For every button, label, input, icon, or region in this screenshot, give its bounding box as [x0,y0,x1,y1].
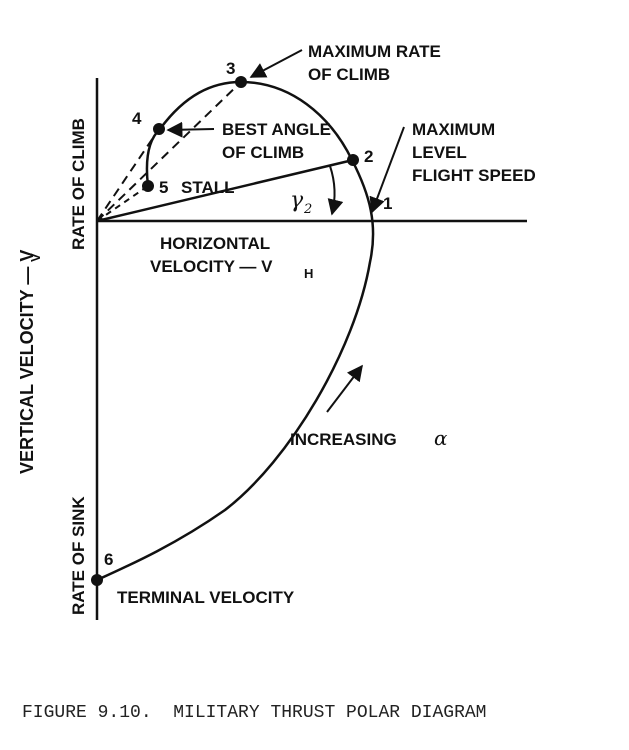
point-2-number: 2 [364,147,373,166]
gamma-symbol: γ [290,188,304,213]
point-2-marker [347,154,359,166]
vertical-velocity-title: VERTICAL VELOCITY — V [17,250,37,474]
max-level-label-line1: MAXIMUM [412,120,495,139]
increasing-alpha-label: INCREASING [290,430,397,449]
max-rate-label-line2: OF CLIMB [308,65,390,84]
max-level-label-line3: FLIGHT SPEED [412,166,536,185]
max-rate-arrow [249,49,303,78]
horizontal-velocity-line1: HORIZONTAL [160,234,270,253]
point-1-number: 1 [383,194,392,213]
gamma-angle-arc [327,165,344,216]
increasing-alpha-arrow [326,364,363,413]
alpha-symbol: α [434,426,448,450]
rate-of-climb-label: RATE OF CLIMB [69,118,88,250]
horizontal-velocity-subscript: H [304,266,313,281]
figure-caption: FIGURE 9.10. MILITARY THRUST POLAR DIAGR… [22,703,486,723]
point-4-marker [153,123,165,135]
point-6-marker [91,574,103,586]
point-3-number: 3 [226,59,235,78]
stall-label: STALL [181,178,235,197]
ray-to-point-2 [96,158,354,223]
max-level-label-line2: LEVEL [412,143,467,162]
point-4-number: 4 [132,109,142,128]
vertical-velocity-subscript: V [28,253,43,262]
ray-to-point-4 [96,128,160,222]
best-angle-arrow [166,121,215,138]
point-3-marker [235,76,247,88]
max-level-arrow [369,126,405,214]
rate-of-sink-label: RATE OF SINK [69,496,88,615]
best-angle-label-line1: BEST ANGLE [222,120,331,139]
point-6-number: 6 [104,550,113,569]
polar-curve [96,80,375,582]
point-5-marker [142,180,154,192]
point-5-number: 5 [159,178,168,197]
horizontal-velocity-line2: VELOCITY — V [150,257,273,276]
max-rate-label-line1: MAXIMUM RATE [308,42,441,61]
best-angle-label-line2: OF CLIMB [222,143,304,162]
gamma-subscript: 2 [303,202,312,217]
terminal-velocity-label: TERMINAL VELOCITY [117,588,295,607]
ray-to-point-3 [96,81,242,222]
